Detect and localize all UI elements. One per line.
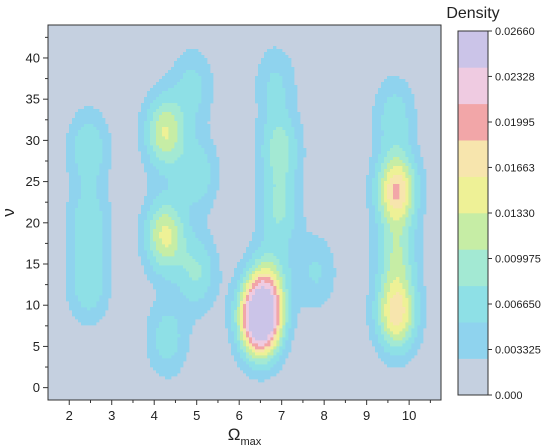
colorbar-segment (458, 213, 488, 250)
colorbar-title: Density (446, 5, 499, 22)
colorbar-tick-label: 0.02660 (495, 26, 535, 38)
plot-frame (47, 24, 442, 401)
colorbar: 0.02660 0.02328 0.01995 0.01663 0.01330 0.009… (457, 26, 541, 402)
y-axis: 0 5 10 15 20 25 30 35 40 (26, 36, 48, 395)
y-tick-label: 15 (26, 257, 40, 272)
y-tick-label: 35 (26, 92, 40, 107)
x-tick-label: 3 (108, 408, 115, 423)
colorbar-tick-label: 0.003325 (495, 345, 541, 357)
density-contour-layer (48, 25, 441, 400)
colorbar-tick-label: 0.01663 (495, 162, 535, 174)
density-band-9 (249, 292, 274, 335)
y-axis-label: ν (0, 208, 18, 217)
colorbar-segment (458, 176, 488, 214)
y-tick-label: 40 (26, 50, 40, 65)
colorbar-segment (458, 67, 488, 105)
x-tick-label: 6 (236, 408, 243, 423)
colorbar-segment (458, 103, 488, 141)
y-tick-label: 20 (26, 215, 40, 230)
x-tick-label: 8 (321, 408, 328, 423)
x-tick-label: 7 (278, 408, 285, 423)
density-band-7 (246, 280, 277, 347)
x-tick-label: 5 (193, 408, 200, 423)
colorbar-tick-label: 0.000 (495, 390, 523, 402)
colorbar-segment (458, 322, 488, 359)
density-band-2 (150, 103, 415, 365)
colorbar-segment (458, 358, 488, 396)
colorbar-tick-label: 0.006650 (495, 299, 541, 311)
x-axis-label: Ωmax (228, 425, 262, 448)
colorbar-tick-label: 0.01995 (495, 117, 535, 129)
density-band-0 (66, 46, 427, 383)
y-tick-label: 30 (26, 133, 40, 148)
y-tick-label: 0 (33, 380, 40, 395)
colorbar-tick-label: 0.01330 (495, 208, 535, 220)
colorbar-segment (458, 140, 488, 177)
y-tick-label: 10 (26, 298, 40, 313)
colorbar-segment (458, 285, 488, 323)
x-tick-label: 4 (151, 408, 158, 423)
colorbar-tick-label: 0.02328 (495, 71, 535, 83)
colorbar-segment (458, 31, 488, 68)
density-band-5 (243, 175, 406, 353)
y-tick-label: 5 (33, 339, 40, 354)
y-tick-label: 25 (26, 174, 40, 189)
x-tick-label: 10 (402, 408, 416, 423)
colorbar-segment (458, 249, 488, 287)
x-tick-label: 2 (66, 408, 73, 423)
x-axis: 2 3 4 5 6 7 8 9 10 (66, 400, 431, 423)
colorbar-tick-label: 0.009975 (495, 254, 541, 266)
x-tick-label: 9 (363, 408, 370, 423)
